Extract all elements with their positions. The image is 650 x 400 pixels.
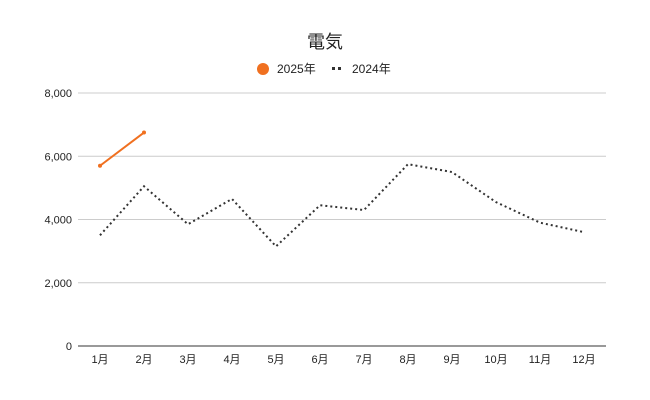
x-tick-label: 5月 <box>267 354 284 366</box>
series-layer <box>98 130 585 248</box>
legend-label: 2024年 <box>352 62 391 76</box>
x-tick-label: 12月 <box>572 354 595 366</box>
y-tick-label: 0 <box>66 341 72 353</box>
chart-title: 電気 <box>307 32 343 52</box>
x-tick-label: 4月 <box>223 354 240 366</box>
legend-marker-dotted <box>332 67 335 70</box>
x-tick-label: 6月 <box>311 354 328 366</box>
legend-marker <box>257 63 269 75</box>
x-tick-label: 2月 <box>135 354 152 366</box>
x-tick-label: 7月 <box>355 354 372 366</box>
x-tick-label: 3月 <box>179 354 196 366</box>
series-line-1 <box>99 163 585 248</box>
y-tick-label: 4,000 <box>44 215 72 227</box>
y-tick-label: 2,000 <box>44 278 72 290</box>
legend-label: 2025年 <box>277 62 316 76</box>
legend-marker-dotted <box>338 67 341 70</box>
x-tick-label: 10月 <box>484 354 507 366</box>
x-tick-label: 11月 <box>529 354 551 366</box>
data-point <box>98 163 102 168</box>
series-line-0 <box>99 131 145 167</box>
legend: 2025年 2024年 <box>257 62 391 76</box>
y-axis: 0 2,000 4,000 6,000 8,000 <box>44 88 72 353</box>
gridlines <box>78 92 606 347</box>
x-tick-label: 8月 <box>399 354 416 366</box>
x-tick-label: 9月 <box>443 354 460 366</box>
data-point <box>142 130 146 135</box>
x-tick-label: 1月 <box>91 354 108 366</box>
y-tick-label: 8,000 <box>44 88 72 100</box>
x-axis: 1月 2月 3月 4月 5月 6月 7月 8月 9月 10月 11月 12月 <box>91 354 595 366</box>
y-tick-label: 6,000 <box>44 151 72 163</box>
